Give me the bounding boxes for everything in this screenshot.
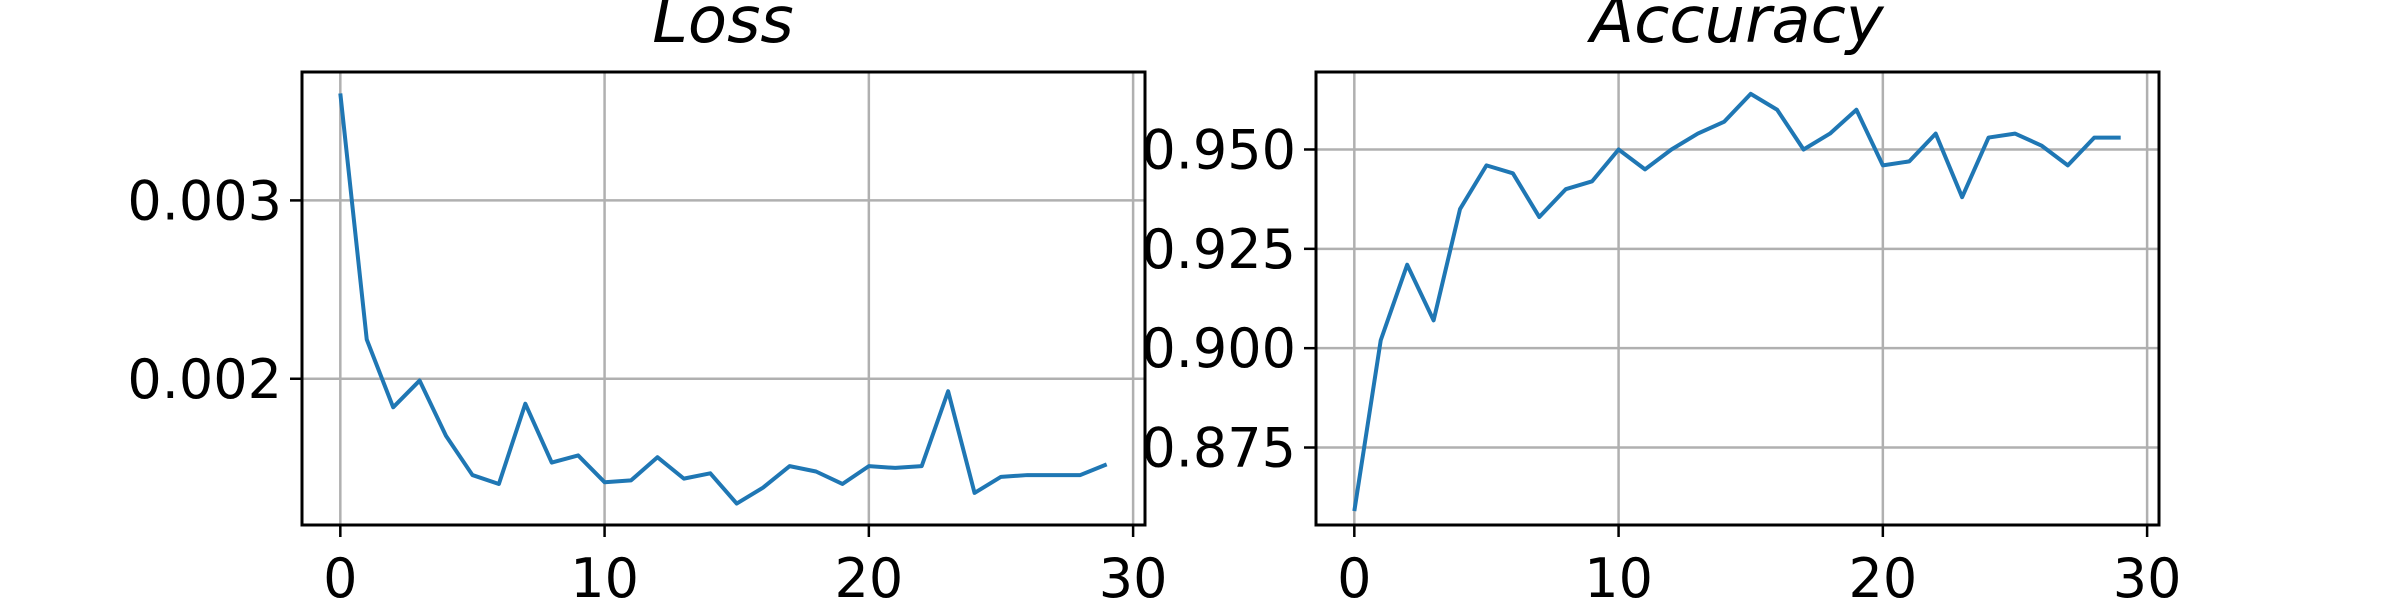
loss-xtick-label: 10 (570, 547, 639, 600)
loss-ytick-labels: 0.002 0.003 (127, 169, 282, 410)
accuracy-xtick-label: 30 (2113, 547, 2182, 600)
loss-xtick-labels: 0 10 20 30 (323, 547, 1167, 600)
loss-ticks (290, 199, 1135, 537)
accuracy-xtick-label: 0 (1337, 547, 1371, 600)
loss-xtick-label: 0 (323, 547, 357, 600)
accuracy-xtick-labels: 0 10 20 30 (1337, 547, 2181, 600)
accuracy-title: Accuracy (1586, 0, 1884, 58)
accuracy-xtick-label: 20 (1848, 547, 1917, 600)
accuracy-series (1352, 91, 2121, 512)
accuracy-ytick-labels: 0.875 0.900 0.925 0.950 (1141, 118, 1296, 479)
loss-panel: Loss 0 10 20 30 0.002 0.003 (127, 0, 1167, 600)
loss-xtick-label: 30 (1099, 547, 1168, 600)
accuracy-ytick-label: 0.925 (1141, 218, 1296, 281)
accuracy-xtick-label: 10 (1584, 547, 1653, 600)
loss-axes-frame (300, 70, 1147, 527)
accuracy-ticks (1304, 148, 2149, 537)
accuracy-ytick-label: 0.950 (1141, 118, 1296, 181)
loss-ytick-label: 0.003 (127, 169, 282, 232)
accuracy-axes-frame (1314, 70, 2161, 527)
accuracy-ytick-label: 0.875 (1141, 417, 1296, 480)
accuracy-ytick-label: 0.900 (1141, 317, 1296, 380)
accuracy-line (1352, 91, 2121, 512)
loss-ytick-label: 0.002 (127, 348, 282, 411)
loss-series (338, 93, 1108, 506)
loss-title: Loss (652, 0, 794, 58)
accuracy-panel: Accuracy 0 10 20 30 0.875 0.900 0.925 0.… (1141, 0, 2181, 600)
loss-line (338, 93, 1108, 506)
loss-grid (302, 72, 1145, 525)
loss-xtick-label: 20 (834, 547, 903, 600)
